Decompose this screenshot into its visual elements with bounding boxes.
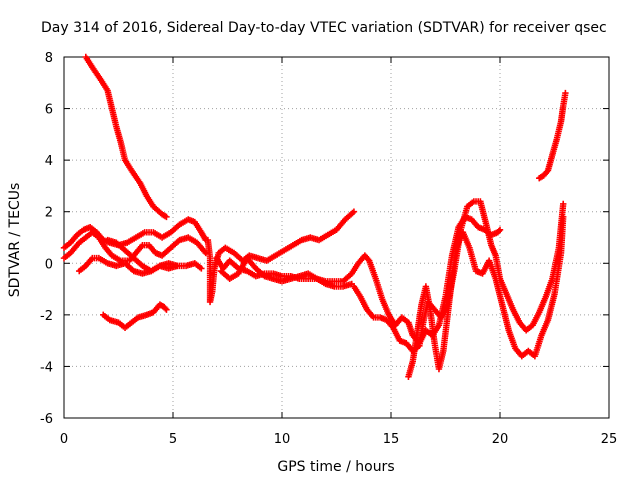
data-point [162, 305, 169, 312]
data-point [198, 265, 205, 272]
axis-ticks [63, 56, 610, 419]
series-track-11 [405, 213, 567, 380]
x-axis-label: GPS time / hours [277, 459, 394, 475]
series-track-2 [60, 216, 209, 252]
data-point [495, 227, 503, 235]
data-point [560, 200, 567, 208]
data-point [174, 262, 181, 270]
series-track-10 [350, 198, 567, 355]
y-tick-label: 8 [45, 51, 53, 66]
data-point [562, 89, 569, 97]
y-axis-label: SDTVAR / TECUs [7, 183, 23, 298]
data-point [496, 226, 504, 233]
y-tick-label: -6 [40, 412, 53, 427]
x-tick-label: 0 [60, 432, 68, 447]
y-tick-label: 0 [45, 257, 53, 272]
x-tick-label: 20 [492, 432, 509, 447]
series-track-7 [204, 208, 358, 306]
data-point [560, 213, 567, 221]
grid [64, 57, 609, 418]
series-track-12 [536, 89, 569, 182]
y-tick-label: 2 [45, 206, 53, 221]
y-tick-label: -2 [40, 309, 53, 324]
x-tick-label: 10 [274, 432, 291, 447]
data-point [202, 249, 209, 257]
plot-frame [63, 56, 610, 419]
series-track-5 [104, 236, 181, 275]
x-tick-label: 5 [169, 432, 177, 447]
data-point [350, 208, 358, 215]
series-track-1 [82, 53, 170, 221]
data-point [543, 168, 551, 175]
chart-title: Day 314 of 2016, Sidereal Day-to-day VTE… [41, 20, 607, 36]
series-track-6 [100, 301, 170, 331]
y-axis-tick-labels: -6 -4 -2 0 2 4 6 8 [40, 51, 53, 427]
data-points [60, 53, 569, 380]
x-tick-label: 15 [383, 432, 400, 447]
y-tick-label: 4 [45, 154, 53, 169]
data-point [364, 256, 372, 263]
y-tick-label: 6 [45, 103, 53, 118]
data-point [163, 213, 170, 221]
y-tick-label: -4 [40, 360, 53, 375]
data-point [163, 306, 170, 313]
x-axis-tick-labels: 0 5 10 15 20 25 [60, 432, 617, 447]
x-tick-label: 25 [601, 432, 618, 447]
